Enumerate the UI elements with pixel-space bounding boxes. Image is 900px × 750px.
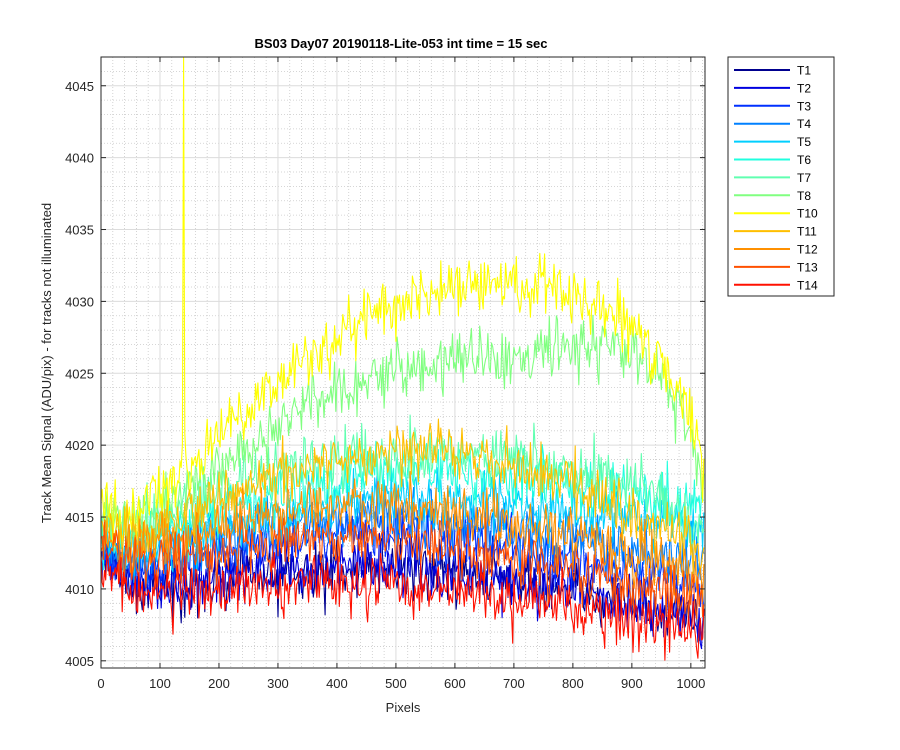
legend-entry-T11: T11 — [734, 225, 817, 239]
legend-label: T4 — [797, 117, 811, 131]
x-axis-label: Pixels — [386, 700, 421, 715]
x-tick-label: 400 — [326, 676, 348, 691]
legend-entry-T2: T2 — [734, 81, 811, 95]
legend-label: T8 — [797, 189, 811, 203]
legend-entry-T4: T4 — [734, 117, 811, 131]
y-tick-label: 4025 — [65, 366, 94, 381]
chart-title: BS03 Day07 20190118-Lite-053 int time = … — [254, 36, 547, 51]
plot-area: 0 100 200 300 400 500 600 700 800 900 1000 4005 401… — [65, 56, 706, 691]
legend-label: T5 — [797, 135, 811, 149]
legend-label: T11 — [797, 225, 817, 239]
legend-entry-T12: T12 — [734, 243, 818, 257]
legend-entry-T13: T13 — [734, 260, 818, 274]
legend-label: T13 — [797, 260, 818, 274]
x-tick-label: 700 — [503, 676, 525, 691]
legend-entry-T6: T6 — [734, 153, 811, 167]
legend-label: T1 — [797, 64, 811, 78]
x-tick-label: 0 — [97, 676, 104, 691]
x-tick-label: 500 — [385, 676, 407, 691]
y-tick-label: 4005 — [65, 654, 94, 669]
y-tick-label: 4045 — [65, 79, 94, 94]
legend-label: T14 — [797, 278, 818, 292]
y-tick-label: 4035 — [65, 223, 94, 238]
legend-entry-T3: T3 — [734, 99, 811, 113]
series-lines — [100, 56, 705, 661]
series-line-T12 — [100, 471, 705, 603]
legend-entry-T10: T10 — [734, 207, 818, 221]
legend: T1 T2 T3 T4 T5 T6 T7 T8 T10 T11 T12 T13 T14 — [727, 56, 835, 297]
y-tick-label: 4040 — [65, 151, 94, 166]
series-line-T14 — [100, 552, 705, 661]
legend-label: T10 — [797, 207, 818, 221]
x-tick-label: 200 — [208, 676, 230, 691]
legend-label: T2 — [797, 81, 811, 95]
legend-label: T6 — [797, 153, 811, 167]
legend-entry-T5: T5 — [734, 135, 811, 149]
y-tick-label: 4015 — [65, 510, 94, 525]
series-line-T10 — [100, 56, 705, 551]
x-tick-label: 1000 — [676, 676, 705, 691]
legend-label: T3 — [797, 99, 811, 113]
series-line-T13 — [100, 515, 705, 624]
legend-entry-T7: T7 — [734, 171, 811, 185]
y-tick-label: 4010 — [65, 582, 94, 597]
legend-label: T12 — [797, 243, 818, 257]
y-axis-ticks: 4005 4010 4015 4020 4025 4030 4035 4040 4045 — [65, 79, 705, 669]
legend-label: T7 — [797, 171, 811, 185]
x-tick-label: 100 — [149, 676, 171, 691]
x-tick-label: 600 — [444, 676, 466, 691]
legend-entry-T14: T14 — [734, 278, 818, 292]
legend-entry-T1: T1 — [734, 64, 811, 78]
series-line-T11 — [100, 418, 705, 576]
x-axis-ticks: 0 100 200 300 400 500 600 700 800 900 1000 — [97, 57, 705, 691]
plot-frame — [100, 56, 706, 669]
series-line-T4 — [100, 475, 705, 588]
y-tick-label: 4020 — [65, 438, 94, 453]
x-tick-label: 800 — [562, 676, 584, 691]
x-tick-label: 900 — [621, 676, 643, 691]
y-axis-label: Track Mean Signal (ADU/pix) - for tracks… — [39, 203, 54, 523]
legend-entry-T8: T8 — [734, 189, 811, 203]
y-tick-label: 4030 — [65, 294, 94, 309]
x-tick-label: 300 — [267, 676, 289, 691]
